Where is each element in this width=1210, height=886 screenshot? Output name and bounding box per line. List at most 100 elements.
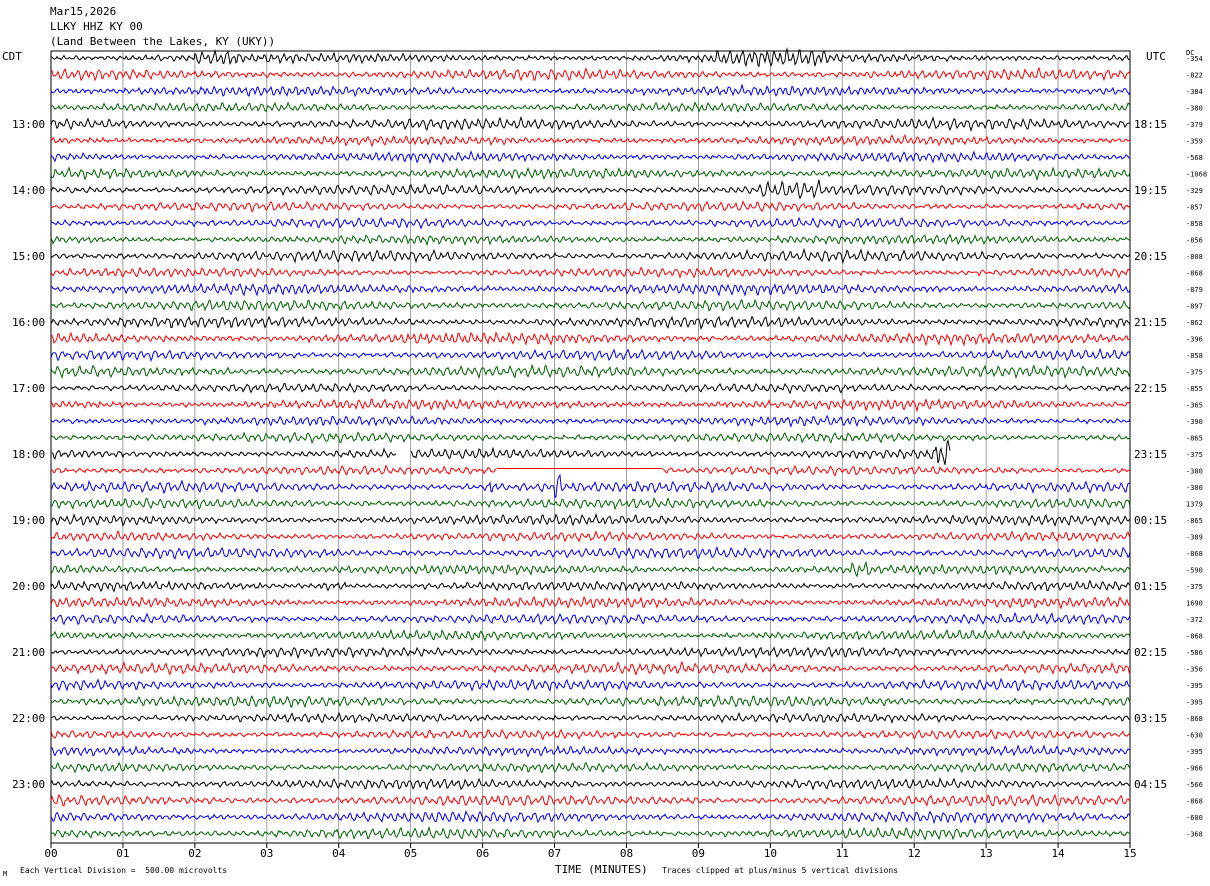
right-timezone-label: UTC	[1146, 50, 1166, 63]
dc-offset-value: -868	[1186, 715, 1203, 723]
seismogram-trace	[50, 809, 1131, 825]
seismogram-trace	[50, 398, 1131, 413]
dc-offset-value: -1068	[1186, 171, 1207, 179]
seismogram-trace	[50, 266, 1131, 280]
seismogram-trace	[50, 611, 1131, 626]
dc-offset-value: -566	[1186, 781, 1203, 789]
x-tick-label: 14	[1051, 847, 1065, 860]
dc-offset-value: -858	[1186, 220, 1203, 228]
dc-offset-value: -380	[1186, 105, 1203, 113]
left-hour-label: 16:00	[12, 316, 45, 329]
dc-offset-value: -966	[1186, 765, 1203, 773]
seismogram-trace	[50, 363, 1131, 380]
left-hour-label: 13:00	[12, 118, 45, 131]
seismogram-trace	[50, 660, 1131, 676]
x-axis-title: TIME (MINUTES)	[555, 863, 648, 876]
x-tick-label: 01	[116, 847, 129, 860]
right-hour-label: 21:15	[1134, 316, 1167, 329]
seismogram-trace	[50, 464, 1131, 477]
seismogram-trace	[50, 247, 1131, 264]
dc-offset-value: -354	[1186, 55, 1203, 63]
seismogram-trace	[50, 579, 1131, 593]
dc-offset-value: -384	[1186, 88, 1203, 96]
dc-offset-value: -372	[1186, 616, 1203, 624]
clip-note: Traces clipped at plus/minus 5 vertical …	[662, 866, 899, 875]
x-tick-label: 11	[836, 847, 849, 860]
seismogram-trace	[50, 315, 1131, 331]
seismogram-trace	[50, 677, 1131, 692]
left-hour-label: 14:00	[12, 184, 45, 197]
dc-offset-value: -590	[1186, 567, 1203, 575]
seismogram-trace	[50, 546, 1131, 560]
seismogram-trace	[50, 431, 1130, 445]
right-hour-label: 23:15	[1134, 448, 1167, 461]
left-hour-label: 21:00	[12, 646, 45, 659]
right-hour-label: 03:15	[1134, 712, 1167, 725]
x-tick-label: 15	[1123, 847, 1136, 860]
seismogram-trace	[50, 150, 1131, 165]
dc-offset-value: -389	[1186, 534, 1203, 542]
dc-offset-value: -865	[1186, 435, 1203, 443]
dc-offset-value: -568	[1186, 154, 1203, 162]
dc-offset-value: -897	[1186, 303, 1203, 311]
x-tick-label: 09	[692, 847, 705, 860]
seismogram-trace	[50, 282, 1131, 297]
seismogram-trace	[50, 728, 1131, 741]
seismogram-trace	[50, 347, 1131, 362]
station-location: (Land Between the Lakes, KY (UKY))	[50, 35, 276, 48]
seismogram-trace	[50, 777, 1131, 791]
left-hour-label: 18:00	[12, 448, 45, 461]
seismogram-trace	[51, 761, 1131, 774]
dc-offset-value: -630	[1186, 732, 1203, 740]
dc-offset-value: -868	[1186, 270, 1203, 278]
dc-offset-value: 1379	[1186, 501, 1203, 509]
seismogram-trace	[50, 233, 1131, 247]
dc-offset-value: -862	[1186, 319, 1203, 327]
seismogram-trace	[50, 529, 1131, 543]
scale-note: Each Vertical Division = 500.00 microvol…	[20, 866, 228, 875]
dc-offset-value: -380	[1186, 468, 1203, 476]
dc-offset-value: -375	[1186, 451, 1203, 459]
plot-frame	[50, 50, 1131, 844]
left-hour-label: 19:00	[12, 514, 45, 527]
x-tick-label: 04	[332, 847, 346, 860]
seismogram-trace	[50, 66, 1131, 82]
dc-offset-value: -586	[1186, 649, 1203, 657]
x-tick-label: 02	[188, 847, 201, 860]
left-hour-label: 17:00	[12, 382, 45, 395]
x-tick-label: 05	[404, 847, 417, 860]
dc-offset-value: -395	[1186, 682, 1203, 690]
seismogram-trace	[50, 793, 1130, 807]
dc-offset-value: -395	[1186, 748, 1203, 756]
right-hour-label: 19:15	[1134, 184, 1167, 197]
left-hour-label: 22:00	[12, 712, 45, 725]
seismogram-trace	[50, 101, 1131, 113]
seismogram-trace	[50, 628, 1131, 642]
dc-offset-value: -857	[1186, 204, 1203, 212]
right-hour-label: 18:15	[1134, 118, 1167, 131]
right-hour-label: 20:15	[1134, 250, 1167, 263]
seismogram-trace	[50, 382, 1131, 395]
seismogram-trace	[50, 512, 1131, 527]
dc-offset-value: -375	[1186, 583, 1203, 591]
seismogram-trace	[50, 166, 1131, 182]
dc-offset-value: -359	[1186, 138, 1203, 146]
dc-offset-value: -856	[1186, 237, 1203, 245]
seismogram-trace	[50, 179, 1131, 200]
dc-offset-value: -868	[1186, 633, 1203, 641]
dc-offset-value: 1690	[1186, 600, 1203, 608]
seismogram-trace	[50, 414, 1131, 428]
left-timezone-label: CDT	[2, 50, 22, 63]
seismogram-trace	[50, 595, 1131, 610]
dc-offset-value: -368	[1186, 831, 1203, 839]
seismogram-trace	[50, 438, 951, 465]
seismogram-trace	[50, 496, 1131, 511]
dc-offset-value: -356	[1186, 666, 1203, 674]
dc-offset-value: -822	[1186, 72, 1203, 80]
seismogram-trace	[50, 200, 1131, 213]
seismogram-trace	[50, 825, 1130, 841]
seismogram-trace	[50, 694, 1131, 709]
left-hour-label: 20:00	[12, 580, 45, 593]
x-tick-label: 00	[44, 847, 57, 860]
